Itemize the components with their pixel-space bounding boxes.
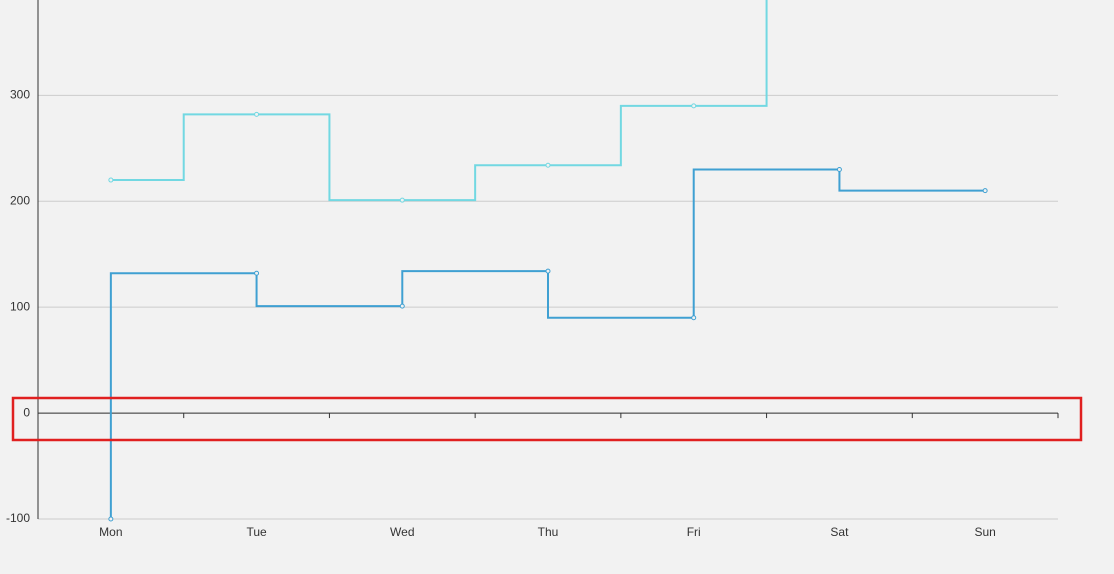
point [982,188,988,194]
point [399,303,405,309]
point [691,103,697,109]
y-tick-label: 100 [10,299,30,313]
x-tick-label: Thu [538,525,559,539]
x-tick-label: Sun [974,525,995,539]
point [545,268,551,274]
y-tick-label: 300 [10,87,30,101]
x-tick-label: Mon [99,525,122,539]
point [836,166,842,172]
point [254,270,260,276]
x-tick-label: Sat [830,525,849,539]
x-tick-label: Tue [246,525,267,539]
series-line [110,0,768,202]
y-tick-label: 0 [23,405,30,419]
y-tick-label: -100 [6,511,30,525]
x-tick-label: Fri [687,525,701,539]
point [254,111,260,117]
y-tick-label: 200 [10,193,30,207]
point [545,162,551,168]
point [108,516,114,522]
point [399,197,405,203]
series-line [109,168,986,519]
lines [108,0,988,522]
highlight-box [11,396,1083,442]
grid: -100 0 100 200 300 Mon Tue Wed Thu Fri Sat Sun [6,0,1059,539]
point [108,177,114,183]
point [691,315,697,321]
x-tick-label: Wed [390,525,414,539]
